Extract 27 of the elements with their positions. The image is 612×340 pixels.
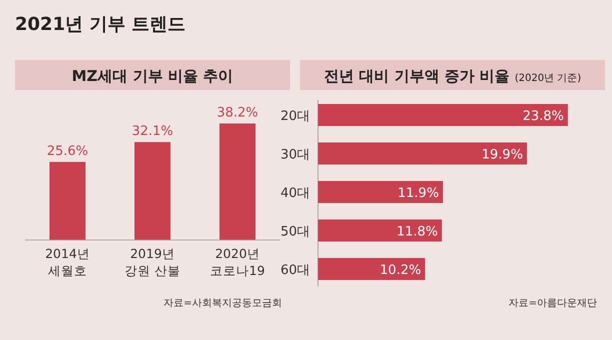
text: 자료=아름다운재단: [508, 298, 597, 309]
data-label: 10.2%: [380, 263, 422, 278]
text: 자료=사회복지공동모금회: [164, 298, 282, 309]
bar: [318, 142, 527, 164]
data-label: 38.2%: [216, 105, 258, 120]
chart-subtitle: MZ세대 기부 비율 추이: [72, 67, 234, 85]
y-tick-label: 60대: [280, 263, 310, 278]
data-label: 32.1%: [132, 124, 174, 140]
chart-title: 2021년 기부 트렌드: [15, 14, 186, 35]
bar: [318, 181, 443, 203]
data-label: 11.9%: [398, 186, 439, 201]
bar: [318, 258, 426, 280]
y-tick-label: 30대: [280, 148, 310, 162]
x-tick-label: 2020년 코로나19: [210, 246, 265, 278]
x-tick-label: 2014년 세월호: [45, 246, 90, 278]
data-label: 23.8%: [522, 109, 564, 124]
data-label: 11.8%: [396, 224, 438, 240]
data-label: 19.9%: [482, 148, 523, 162]
y-tick-label: 50대: [280, 224, 310, 240]
y-tick-label: 40대: [280, 186, 310, 201]
chart-title: 전년 대비 기부액 증가 비율: [324, 67, 510, 85]
bar: [318, 104, 568, 126]
data-label: 25.6%: [46, 144, 88, 159]
bar: [318, 220, 442, 242]
x-tick-label: 2019년 강원 산불: [124, 246, 180, 278]
y-tick-label: 20대: [280, 109, 310, 124]
chart-subtitle: (2020년 기준): [514, 73, 582, 84]
